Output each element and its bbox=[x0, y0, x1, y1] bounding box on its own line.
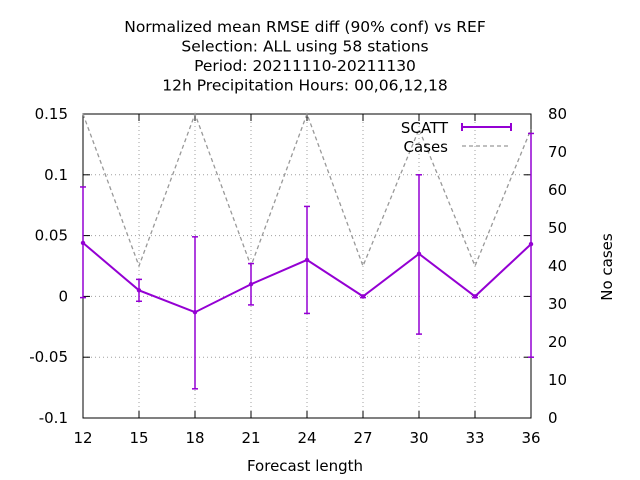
x-axis-ticks: 12 15 18 21 24 27 30 33 36 bbox=[73, 114, 541, 447]
data-point-scatt bbox=[304, 257, 310, 263]
y2-tick-label: 80 bbox=[548, 105, 567, 123]
y-tick-label: 0.1 bbox=[44, 166, 68, 184]
series-cases bbox=[82, 112, 532, 268]
x-tick-label: 36 bbox=[521, 429, 540, 447]
title-line-2: Selection: ALL using 58 stations bbox=[181, 38, 428, 56]
y2-tick-label: 10 bbox=[548, 371, 567, 389]
chart-title: Normalized mean RMSE diff (90% conf) vs … bbox=[124, 18, 486, 95]
data-point-scatt bbox=[248, 282, 254, 287]
legend-label-cases: Cases bbox=[403, 138, 448, 156]
series-line-cases bbox=[82, 112, 532, 268]
legend: SCATT Cases bbox=[401, 119, 512, 156]
x-tick-label: 21 bbox=[241, 429, 260, 447]
y-tick-label: -0.05 bbox=[29, 348, 68, 366]
y2-tick-label: 50 bbox=[548, 219, 567, 237]
title-line-3: Period: 20211110-20211130 bbox=[194, 57, 416, 75]
data-point-scatt bbox=[136, 288, 142, 293]
y2-tick-label: 40 bbox=[548, 257, 567, 275]
x-tick-label: 12 bbox=[73, 429, 92, 447]
x-tick-label: 24 bbox=[297, 429, 316, 447]
y2-tick-label: 70 bbox=[548, 143, 567, 161]
data-point-scatt bbox=[528, 241, 534, 247]
title-line-1: Normalized mean RMSE diff (90% conf) vs … bbox=[124, 18, 486, 36]
y-tick-label: 0.15 bbox=[35, 105, 68, 123]
y2-axis-ticks: 0 10 20 30 40 50 60 70 80 bbox=[548, 105, 567, 427]
y-tick-label: 0.05 bbox=[35, 227, 68, 245]
y2-tick-label: 20 bbox=[548, 333, 567, 351]
x-tick-label: 33 bbox=[465, 429, 484, 447]
y-axis-ticks: -0.1 -0.05 0 0.05 0.1 0.15 bbox=[29, 105, 531, 427]
data-point-scatt bbox=[360, 294, 366, 299]
x-axis-label: Forecast length bbox=[247, 457, 363, 475]
data-point-scatt bbox=[416, 251, 422, 257]
legend-label-scatt: SCATT bbox=[401, 119, 449, 137]
y2-axis-label: No cases bbox=[598, 233, 616, 301]
y2-tick-label: 60 bbox=[548, 181, 567, 199]
x-tick-label: 18 bbox=[185, 429, 204, 447]
series-scatt bbox=[80, 132, 534, 390]
y2-tick-label: 0 bbox=[548, 409, 558, 427]
x-tick-label: 15 bbox=[129, 429, 148, 447]
title-line-4: 12h Precipitation Hours: 00,06,12,18 bbox=[162, 77, 448, 95]
data-point-scatt bbox=[472, 294, 478, 299]
data-point-scatt bbox=[192, 310, 198, 315]
x-tick-label: 27 bbox=[353, 429, 372, 447]
x-tick-label: 30 bbox=[409, 429, 428, 447]
y2-tick-label: 30 bbox=[548, 295, 567, 313]
y-tick-label: -0.1 bbox=[39, 409, 68, 427]
y-tick-label: 0 bbox=[58, 287, 68, 305]
data-point-scatt bbox=[80, 240, 86, 246]
